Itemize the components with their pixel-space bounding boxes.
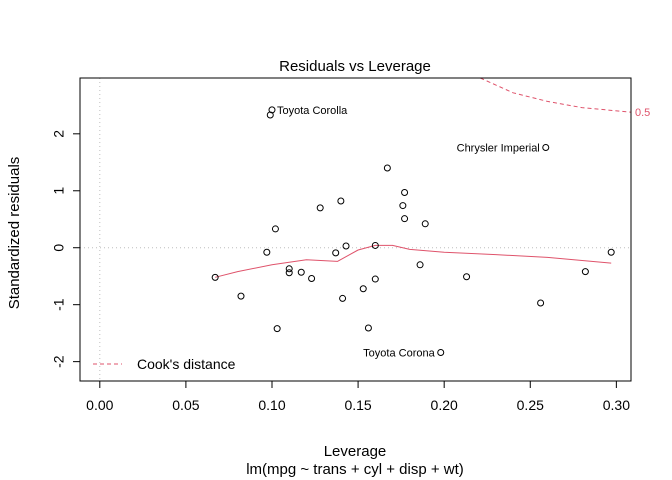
y-tick-label: -2	[51, 355, 67, 368]
cooks-distance-contour-label: 0.5	[635, 107, 650, 119]
data-point	[342, 242, 350, 250]
data-point	[237, 292, 245, 300]
x-axis-title: Leverage	[324, 443, 387, 460]
data-point	[211, 273, 219, 281]
y-axis-title: Standardized residuals	[6, 157, 23, 310]
data-point	[581, 268, 589, 276]
x-tick-label: 0.00	[86, 397, 113, 413]
data-point	[332, 249, 340, 257]
data-point	[383, 164, 391, 172]
data-point	[297, 268, 305, 276]
chart-title: Residuals vs Leverage	[279, 58, 431, 75]
plot-area: 0.5 Toyota Corolla Chrysler Imperial Toyota…	[51, 77, 650, 413]
smoother-line	[215, 244, 612, 278]
data-point	[339, 294, 347, 302]
data-point	[285, 265, 293, 273]
data-point	[463, 273, 471, 281]
data-point	[337, 197, 345, 205]
y-tick-label: 2	[51, 130, 67, 138]
data-point	[371, 241, 379, 249]
point-label: Chrysler Imperial	[457, 142, 540, 154]
data-point	[416, 261, 424, 269]
data-point	[359, 285, 367, 293]
x-tick-label: 0.30	[603, 397, 630, 413]
y-tick-label: -1	[51, 298, 67, 311]
point-label: Toyota Corolla	[277, 105, 348, 117]
data-point	[537, 299, 545, 307]
data-point	[437, 349, 445, 357]
data-point	[542, 143, 550, 151]
data-point	[607, 248, 615, 256]
data-point	[268, 106, 276, 114]
cooks-distance-contour	[480, 78, 631, 113]
legend-label: Cook's distance	[137, 356, 236, 372]
data-point	[371, 275, 379, 283]
data-point	[273, 325, 281, 333]
x-tick-label: 0.10	[258, 397, 285, 413]
point-label: Toyota Corona	[363, 348, 435, 360]
data-point	[316, 204, 324, 212]
data-point	[399, 202, 407, 210]
data-point	[308, 274, 316, 282]
x-tick-label: 0.05	[172, 397, 199, 413]
data-point	[285, 269, 293, 277]
data-point	[364, 324, 372, 332]
data-point	[263, 248, 271, 256]
y-tick-label: 0	[51, 244, 67, 252]
data-point	[401, 215, 409, 223]
data-point	[421, 220, 429, 228]
data-point	[271, 225, 279, 233]
y-tick-label: 1	[51, 187, 67, 195]
data-point	[401, 188, 409, 196]
chart-subtitle: lm(mpg ~ trans + cyl + disp + wt)	[246, 461, 464, 478]
x-tick-label: 0.15	[344, 397, 371, 413]
x-tick-label: 0.25	[517, 397, 544, 413]
x-tick-label: 0.20	[431, 397, 458, 413]
plot-frame	[79, 77, 632, 382]
